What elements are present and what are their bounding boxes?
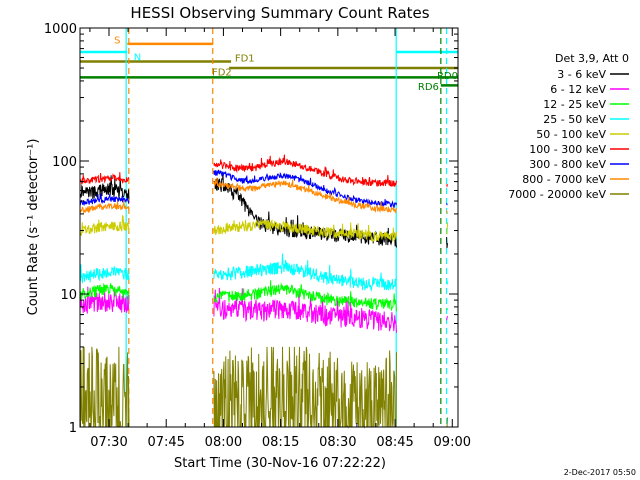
series-6 <box>79 154 448 188</box>
series-4-segment-1 <box>79 264 130 284</box>
data-series <box>79 154 448 429</box>
series-5-segment-1 <box>79 215 130 236</box>
chart-title: HESSI Observing Summary Count Rates <box>130 4 429 22</box>
legend-label-4: 25 - 50 keV <box>543 113 606 126</box>
annotation-fd2: FD2 <box>212 68 232 79</box>
annotation-rd6: RD6 <box>418 82 439 93</box>
series-3-segment-1 <box>79 282 130 301</box>
legend-label-5: 50 - 100 keV <box>536 128 606 141</box>
legend-label-2: 6 - 12 keV <box>550 83 606 96</box>
flag-bars <box>80 42 458 87</box>
x-tick-label: 08:30 <box>319 435 356 450</box>
series-7-segment-3 <box>446 202 448 206</box>
series-7-segment-2 <box>213 169 397 208</box>
plot-frame <box>79 27 459 428</box>
series-8-segment-1 <box>79 199 130 215</box>
series-9-segment-1 <box>79 346 130 428</box>
series-3 <box>79 280 448 312</box>
series-6-segment-3 <box>446 184 448 188</box>
y-tick-label: 1000 <box>44 22 77 37</box>
series-7-segment-1 <box>79 193 130 206</box>
series-1-segment-1 <box>79 175 130 200</box>
series-4-segment-3 <box>446 279 448 285</box>
series-1-segment-2 <box>213 173 397 248</box>
x-tick-label: 08:45 <box>376 435 413 450</box>
series-4-segment-2 <box>213 253 397 292</box>
series-3-segment-3 <box>446 307 448 310</box>
x-tick-label: 09:00 <box>434 435 471 450</box>
annotation-rd0: RD0 <box>437 71 458 82</box>
series-4 <box>79 253 448 292</box>
series-8-segment-3 <box>446 210 448 214</box>
series-7 <box>79 169 448 208</box>
y-axis: 1 10 100 1000 <box>44 22 458 436</box>
y-tick-label: 10 <box>60 288 77 303</box>
series-1 <box>79 173 448 249</box>
y-tick-label: 1 <box>69 421 77 436</box>
series-6-segment-1 <box>79 172 130 185</box>
series-9-segment-2 <box>213 346 397 429</box>
x-axis: 07:30 07:45 08:00 08:15 08:30 08:45 09:00 <box>89 28 471 450</box>
series-2-segment-2 <box>213 287 397 333</box>
legend: Det 3,9, Att 0 3 - 6 keV 6 - 12 keV 12 - 2… <box>508 52 629 201</box>
series-9 <box>79 346 448 429</box>
y-axis-label: Count Rate (s⁻¹ detector⁻¹) <box>26 139 41 316</box>
series-6-segment-2 <box>213 154 397 187</box>
x-tick-label: 07:45 <box>147 435 184 450</box>
series-1-segment-3 <box>446 236 448 249</box>
y-tick-label: 100 <box>52 155 77 170</box>
series-2 <box>79 286 448 333</box>
series-5-segment-3 <box>446 222 448 235</box>
legend-label-6: 100 - 300 keV <box>529 143 606 156</box>
x-tick-label: 08:00 <box>205 435 242 450</box>
series-2-segment-3 <box>446 315 448 321</box>
x-tick-label: 08:15 <box>262 435 299 450</box>
series-8-segment-2 <box>213 177 397 214</box>
legend-label-8: 800 - 7000 keV <box>522 173 606 186</box>
legend-label-9: 7000 - 20000 keV <box>508 188 606 201</box>
series-5-segment-2 <box>213 218 397 243</box>
annotation-s: S <box>114 35 120 46</box>
legend-label-1: 3 - 6 keV <box>557 68 606 81</box>
legend-label-3: 12 - 25 keV <box>543 98 606 111</box>
x-tick-label: 07:30 <box>90 435 127 450</box>
series-3-segment-2 <box>213 280 397 312</box>
series-5 <box>79 215 448 243</box>
annotation-fd1: FD1 <box>235 54 255 65</box>
legend-label-7: 300 - 800 keV <box>529 158 606 171</box>
annotation-n: N <box>134 53 141 64</box>
series-8 <box>79 177 448 215</box>
generation-timestamp: 2-Dec-2017 05:50 <box>564 468 636 477</box>
x-axis-label: Start Time (30-Nov-16 07:22:22) <box>174 456 386 471</box>
legend-title: Det 3,9, Att 0 <box>555 52 629 65</box>
